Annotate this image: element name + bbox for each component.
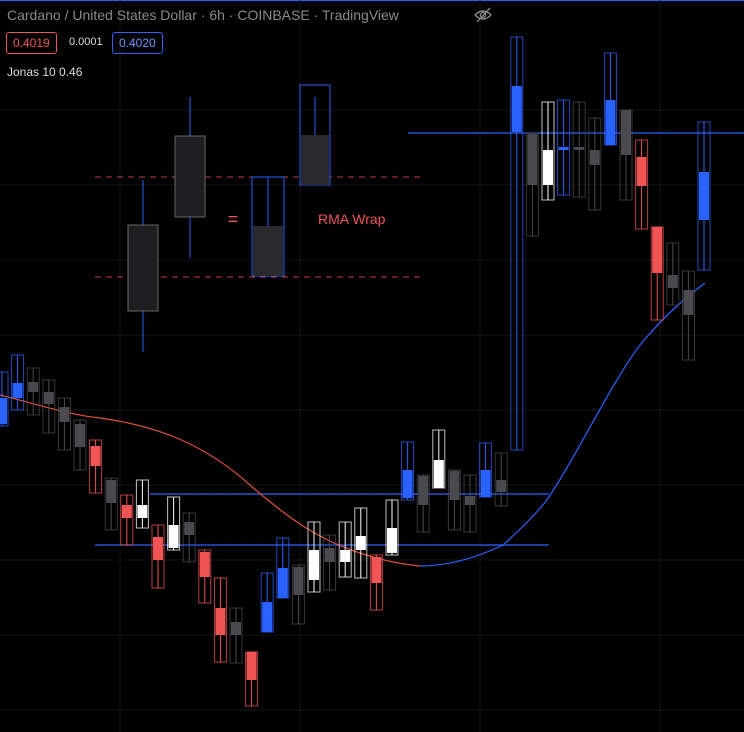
hide-icon[interactable] xyxy=(474,7,492,23)
symbol-title: Cardano / United States Dollar · 6h · CO… xyxy=(7,7,399,23)
indicator-label: Jonas 10 0.46 xyxy=(7,65,83,79)
bid-price[interactable]: 0.4019 xyxy=(6,32,57,54)
equals-sign: = xyxy=(228,209,239,229)
illustration: = RMA Wrap xyxy=(95,84,420,352)
spread: 0.0001 xyxy=(69,36,103,48)
annotation-label: RMA Wrap xyxy=(318,211,386,227)
candles xyxy=(0,36,711,707)
candle-body xyxy=(0,398,7,424)
ask-price[interactable]: 0.4020 xyxy=(112,32,163,54)
